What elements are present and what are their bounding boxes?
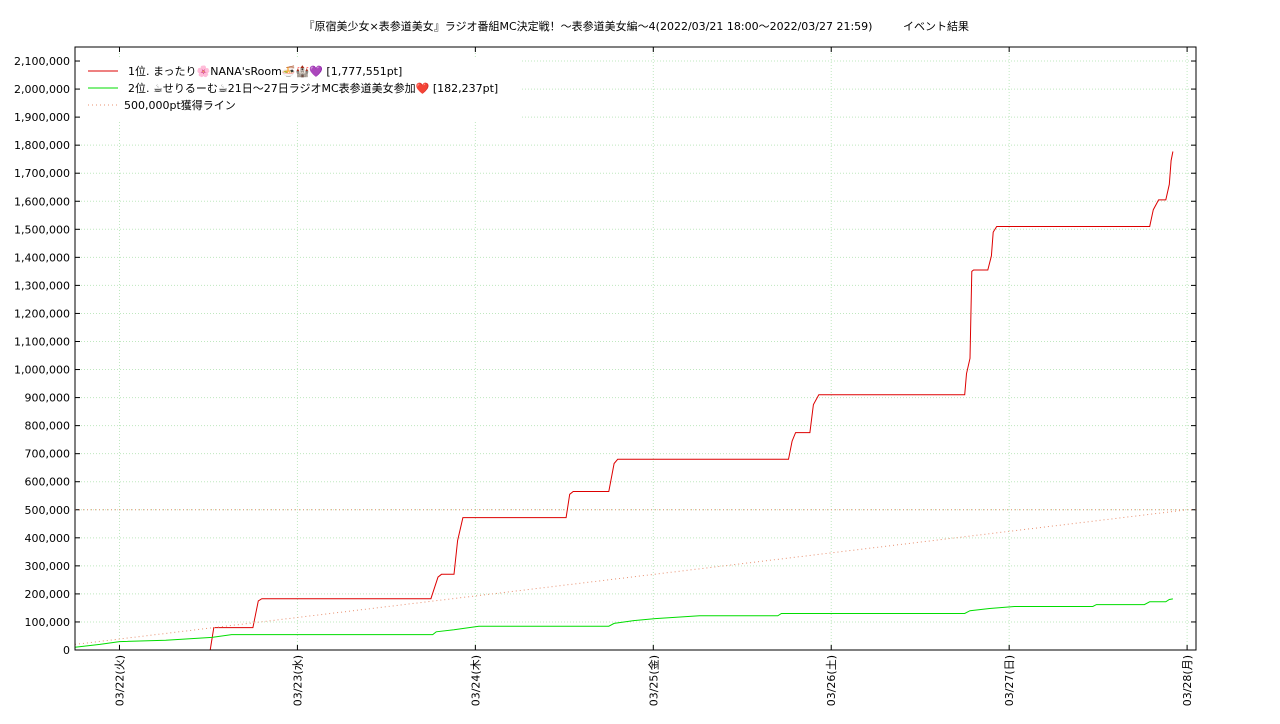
y-tick-label: 1,600,000	[14, 195, 70, 208]
y-tick-label: 1,200,000	[14, 307, 70, 320]
y-tick-label: 100,000	[25, 616, 71, 629]
x-tick-label: 03/24(木)	[469, 655, 482, 706]
y-tick-label: 300,000	[25, 560, 71, 573]
y-tick-label: 1,100,000	[14, 335, 70, 348]
y-tick-label: 400,000	[25, 532, 71, 545]
x-tick-label: 03/23(水)	[291, 655, 304, 706]
y-tick-label: 2,000,000	[14, 83, 70, 96]
y-tick-label: 2,100,000	[14, 55, 70, 68]
chart-title: 『原宿美少女×表参道美女』ラジオ番組MC決定戦！～表参道美女編～4(2022/0…	[304, 19, 873, 33]
y-tick-label: 600,000	[25, 476, 71, 489]
y-tick-label: 900,000	[25, 392, 71, 405]
y-tick-label: 1,800,000	[14, 139, 70, 152]
legend-label: 1位. まったり🌸NANA'sRoom🍜🏰💜 [1,777,551pt]	[128, 64, 402, 78]
x-tick-label: 03/27(日)	[1003, 655, 1016, 706]
series-line	[74, 509, 1188, 645]
y-tick-label: 500,000	[25, 504, 71, 517]
plot-frame	[74, 46, 1197, 651]
y-tick-label: 1,700,000	[14, 167, 70, 180]
legend-label: 500,000pt獲得ライン	[124, 99, 236, 112]
x-tick-label: 03/22(火)	[113, 655, 126, 706]
x-tick-label: 03/25(金)	[646, 655, 660, 706]
y-tick-label: 1,300,000	[14, 279, 70, 292]
y-tick-label: 0	[63, 644, 70, 657]
y-tick-label: 1,900,000	[14, 111, 70, 124]
series-line	[209, 151, 1174, 651]
chart-subtitle: イベント結果	[903, 19, 969, 33]
y-tick-label: 1,400,000	[14, 251, 70, 264]
y-tick-label: 1,500,000	[14, 223, 70, 236]
x-tick-label: 03/28(月)	[1181, 655, 1194, 706]
y-tick-label: 800,000	[25, 420, 71, 433]
legend-box	[81, 58, 521, 122]
legend-label: 2位. ☕せりるーむ☕21日〜27日ラジオMC表参道美女参加❤️ [182,23…	[128, 81, 498, 95]
y-tick-label: 200,000	[25, 588, 71, 601]
x-tick-label: 03/26(土)	[825, 655, 838, 706]
series-line	[74, 598, 1173, 648]
y-tick-label: 1,000,000	[14, 364, 70, 377]
y-tick-label: 700,000	[25, 448, 71, 461]
